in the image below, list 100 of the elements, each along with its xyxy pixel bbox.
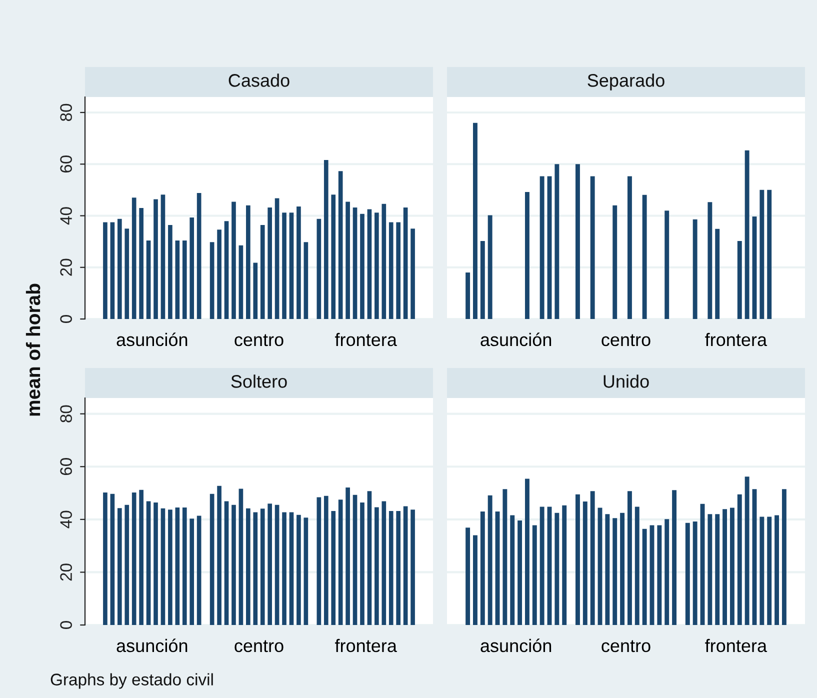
bar [692,522,698,625]
bar [737,241,742,319]
bar [708,202,712,319]
bar [403,207,408,319]
x-tick-label: centro [602,640,650,652]
bar [352,207,358,319]
bar [154,502,158,625]
bar [715,228,720,319]
bar [296,514,301,625]
bar [760,190,764,319]
bar [767,190,772,319]
bar [782,489,786,625]
bar [117,508,122,625]
bar [196,193,202,319]
bar [190,518,194,625]
bar [289,512,294,625]
bar [388,222,394,319]
bar [518,520,522,625]
bar [175,240,180,319]
bar [338,500,343,625]
x-tick-label: asunción [480,638,552,652]
bar [160,508,166,625]
bar [304,242,308,319]
bar [627,491,632,625]
y-tick-label: 60 [60,156,72,173]
bar [547,176,552,319]
bar [289,212,294,319]
bar [396,222,401,319]
chart-title: Soltero [231,374,287,388]
x-tick-label: frontera [335,332,397,346]
bar [396,510,401,625]
bar [722,509,728,625]
bar [480,241,485,319]
bar [352,494,358,625]
bar [752,489,757,625]
bar [700,504,705,625]
bar [210,494,214,625]
bar [103,492,108,625]
bar [642,528,647,625]
bar [495,512,500,625]
bar [117,218,122,319]
bar [685,522,690,625]
y-tick-label: 0 [60,621,72,629]
bar [410,228,415,319]
bar [524,478,530,625]
bar [634,506,640,625]
x-tick-label: asunción [116,332,188,346]
bar [466,528,470,625]
bar [403,506,408,625]
bar [168,225,172,319]
bar [124,228,130,319]
bar [575,494,580,625]
bar [217,486,222,625]
bar [692,219,698,319]
bar [168,510,172,625]
bar [540,176,544,319]
bar [620,512,625,625]
bar [139,490,144,625]
bar [374,212,379,319]
bar [575,164,580,319]
y-tick-label: 80 [60,104,72,122]
bar [316,497,322,625]
bar [650,525,654,625]
bar [410,510,415,625]
text: Graphs by estado civil [50,673,213,689]
x-tick-label: asunción [480,332,552,346]
bar [324,160,328,319]
bar [382,204,386,319]
bar [502,489,508,625]
bar [146,501,151,625]
bar [367,491,372,625]
y-tick-label: 40 [60,207,72,225]
chart-title: Unido [604,374,649,388]
bar [774,515,780,625]
y-axis-title: mean of horab [26,284,40,416]
bar [605,514,610,625]
bar [346,202,350,319]
bar [664,519,670,625]
bar [582,501,588,625]
y-tick-label: 0 [60,315,72,323]
bar [472,122,478,319]
bar [296,206,301,319]
y-tick-label: 40 [60,510,72,528]
bar [382,501,386,625]
bar [210,242,214,319]
y-tick-label: 80 [60,405,72,422]
x-tick-label: centro [234,334,284,346]
bar [154,199,158,319]
bar [268,504,272,625]
bar [532,525,537,625]
bar [524,192,530,319]
x-tick-label: frontera [335,638,397,652]
bar [268,207,272,319]
bar [274,198,280,319]
bar [232,504,236,625]
bar [737,494,742,625]
bar [124,504,130,625]
bar [282,212,286,319]
y-tick-label: 60 [60,458,72,476]
bar [274,504,280,625]
